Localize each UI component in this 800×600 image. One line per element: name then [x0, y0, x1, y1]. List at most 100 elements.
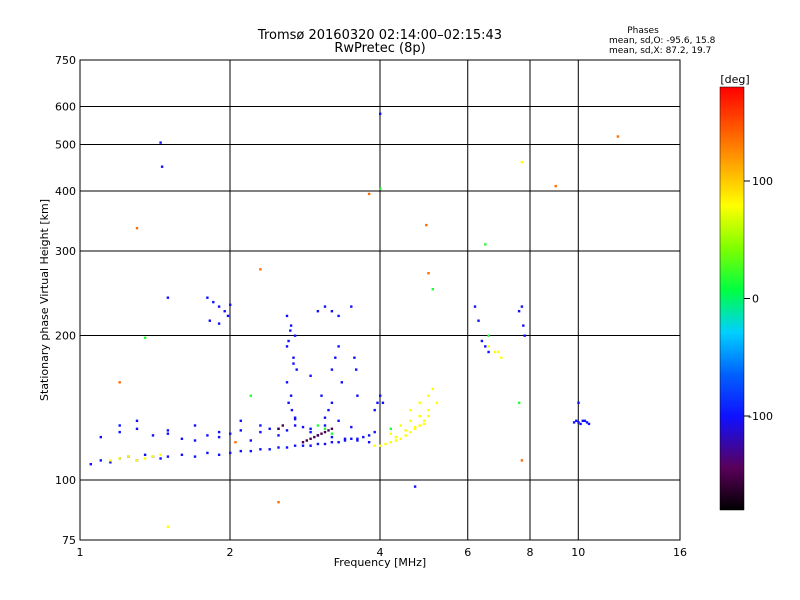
- data-point: [323, 305, 327, 308]
- data-point: [427, 394, 430, 397]
- data-point: [497, 350, 500, 354]
- data-point: [259, 430, 262, 434]
- data-point: [523, 334, 526, 337]
- x-tick-label: 4: [377, 546, 384, 559]
- data-point: [500, 356, 503, 359]
- data-point: [292, 356, 295, 359]
- data-point: [484, 243, 487, 246]
- data-point: [268, 448, 271, 451]
- data-point: [577, 421, 580, 424]
- data-point: [151, 434, 155, 437]
- data-point: [217, 305, 221, 308]
- data-point: [473, 305, 477, 308]
- data-point: [418, 401, 421, 404]
- data-point: [577, 401, 580, 404]
- data-point: [239, 449, 242, 453]
- colorbar: [719, 86, 745, 511]
- data-point: [99, 435, 102, 439]
- data-point: [394, 439, 398, 442]
- data-point: [234, 441, 237, 444]
- data-point: [316, 310, 320, 313]
- data-point: [389, 427, 392, 430]
- data-point: [293, 444, 297, 447]
- data-point: [522, 324, 525, 327]
- phases-o-stats: mean, sd,O: -95.6, 15.8: [609, 36, 716, 46]
- data-point: [413, 427, 417, 430]
- x-tick-label: 1: [77, 546, 84, 559]
- data-point: [376, 401, 379, 404]
- data-point: [337, 441, 340, 444]
- data-point: [277, 427, 280, 430]
- y-tick-label: 300: [55, 245, 76, 258]
- data-point: [427, 272, 430, 275]
- data-point: [135, 419, 139, 422]
- data-point: [277, 501, 280, 504]
- chart-title: Tromsø 20160320 02:14:00–02:15:43: [257, 28, 502, 43]
- data-point: [313, 435, 316, 439]
- data-point: [193, 424, 197, 427]
- data-point: [293, 334, 297, 337]
- data-point: [381, 401, 385, 404]
- colorbar-tick-label: 100: [752, 175, 773, 188]
- data-point: [581, 419, 584, 422]
- data-point: [585, 421, 589, 424]
- y-tick-label: 750: [55, 54, 76, 67]
- x-tick-label: 16: [673, 546, 687, 559]
- data-point: [229, 303, 232, 306]
- data-point: [277, 434, 280, 437]
- data-point: [309, 437, 312, 440]
- data-point: [166, 296, 170, 299]
- data-point: [350, 425, 353, 429]
- chart-subtitle: RwPretec (8p): [334, 41, 425, 56]
- data-point: [323, 427, 327, 430]
- data-point: [520, 160, 524, 164]
- data-point: [259, 268, 262, 271]
- data-point: [259, 448, 262, 451]
- data-point: [109, 461, 112, 464]
- data-point: [118, 457, 121, 460]
- data-point: [118, 424, 121, 427]
- data-point: [477, 319, 480, 322]
- data-point: [554, 184, 557, 188]
- data-point: [180, 437, 184, 440]
- data-point: [287, 401, 290, 404]
- data-point: [340, 381, 343, 384]
- colorbar-tick-label: -100: [748, 410, 773, 423]
- data-point: [323, 424, 327, 427]
- data-point: [343, 439, 347, 442]
- data-point: [285, 345, 289, 348]
- data-point: [399, 437, 402, 440]
- data-point: [166, 429, 170, 432]
- data-point: [290, 408, 294, 412]
- data-point: [217, 430, 221, 434]
- data-point: [413, 425, 417, 429]
- data-point: [206, 434, 209, 437]
- data-point: [431, 288, 434, 291]
- data-point: [343, 437, 347, 440]
- data-point: [301, 444, 305, 447]
- data-point: [389, 441, 392, 444]
- data-point: [575, 419, 578, 422]
- data-point: [418, 414, 421, 418]
- y-axis-label: Stationary phase Virtual Height [km]: [38, 199, 51, 401]
- data-point: [180, 453, 184, 456]
- data-point: [309, 444, 312, 447]
- data-point: [208, 319, 211, 322]
- data-point: [484, 345, 487, 348]
- data-point: [399, 424, 402, 427]
- data-point: [323, 442, 327, 446]
- data-point: [118, 381, 121, 384]
- data-point: [367, 441, 371, 444]
- x-tick-labels: 1 2 4 6 8 10 16: [77, 546, 688, 559]
- data-point: [239, 429, 242, 432]
- data-point: [330, 401, 334, 404]
- data-point: [427, 414, 430, 418]
- data-point: [422, 422, 426, 426]
- data-point: [520, 459, 524, 462]
- data-point: [159, 457, 162, 460]
- data-point: [217, 322, 221, 325]
- data-point: [330, 310, 334, 313]
- phases-x-stats: mean, sd,X: 87.2, 19.7: [609, 46, 711, 56]
- data-point: [223, 310, 226, 313]
